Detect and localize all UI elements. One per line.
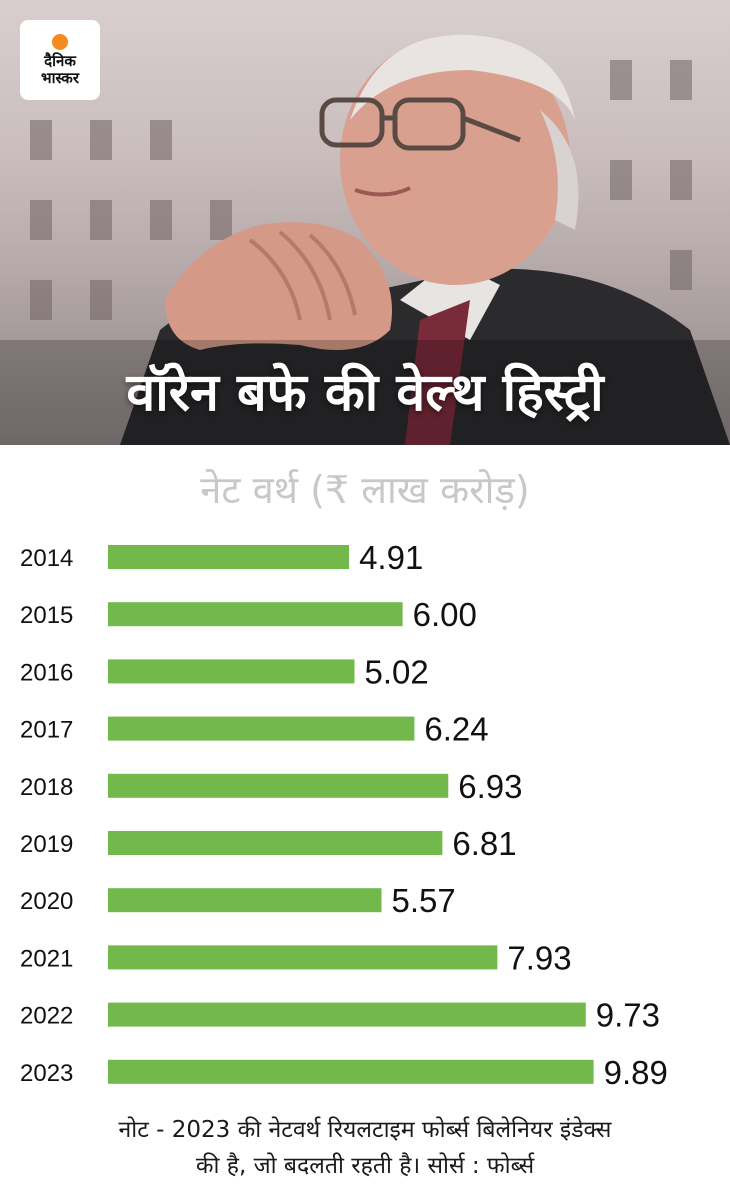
bar-2017 [108, 716, 415, 741]
value-label: 4.91 [359, 539, 423, 576]
bar-2023 [108, 1059, 594, 1084]
bar-2016 [108, 659, 355, 684]
footnote-line1: नोट - 2023 की नेटवर्थ रियलटाइम फोर्ब्स ब… [118, 1117, 612, 1143]
bar-2019 [108, 831, 443, 855]
year-label: 2014 [20, 545, 73, 572]
value-label: 6.81 [452, 825, 516, 862]
hero-photo: दैनिक भास्कर वॉरेन बफे की वेल्थ हिस्ट्री [0, 0, 730, 445]
year-label: 2022 [20, 1003, 73, 1030]
year-label: 2021 [20, 945, 73, 972]
logo-text-line1: दैनिक [44, 51, 76, 70]
footnote: नोट - 2023 की नेटवर्थ रियलटाइम फोर्ब्स ब… [20, 1112, 710, 1184]
value-label: 6.24 [424, 711, 488, 748]
value-label: 5.57 [391, 882, 455, 919]
bar-2014 [108, 545, 350, 569]
headline: वॉरेन बफे की वेल्थ हिस्ट्री [126, 363, 604, 423]
year-label: 2018 [20, 774, 73, 801]
value-label: 9.73 [596, 997, 660, 1034]
value-label: 7.93 [507, 939, 571, 976]
value-label: 5.02 [364, 653, 428, 690]
year-label: 2020 [20, 888, 73, 915]
value-label: 6.93 [458, 768, 522, 805]
net-worth-bar-chart: 2014 4.91 2015 6.00 2016 5.02 2017 6.24 2018 6.93… [20, 539, 668, 1091]
value-label: 6.00 [413, 596, 477, 633]
bar-2018 [108, 773, 449, 798]
bar-2022 [108, 1002, 586, 1027]
logo-text-line2: भास्कर [41, 68, 79, 87]
footnote-line2: की है, जो बदलती रहती है। सोर्स : फोर्ब्स [195, 1153, 535, 1179]
chart-title: नेट वर्थ (₹ लाख करोड़) [200, 468, 530, 512]
year-label: 2019 [20, 831, 73, 858]
year-label: 2017 [20, 717, 73, 744]
year-label: 2015 [20, 602, 73, 629]
bar-2021 [108, 945, 498, 970]
year-label: 2023 [20, 1060, 73, 1087]
bar-2015 [108, 602, 403, 627]
dainik-bhaskar-logo: दैनिक भास्कर [20, 20, 100, 100]
year-label: 2016 [20, 659, 73, 686]
sun-icon [52, 33, 68, 50]
portrait-illustration [0, 34, 730, 445]
value-label: 9.89 [604, 1054, 668, 1091]
bar-2020 [108, 888, 382, 913]
